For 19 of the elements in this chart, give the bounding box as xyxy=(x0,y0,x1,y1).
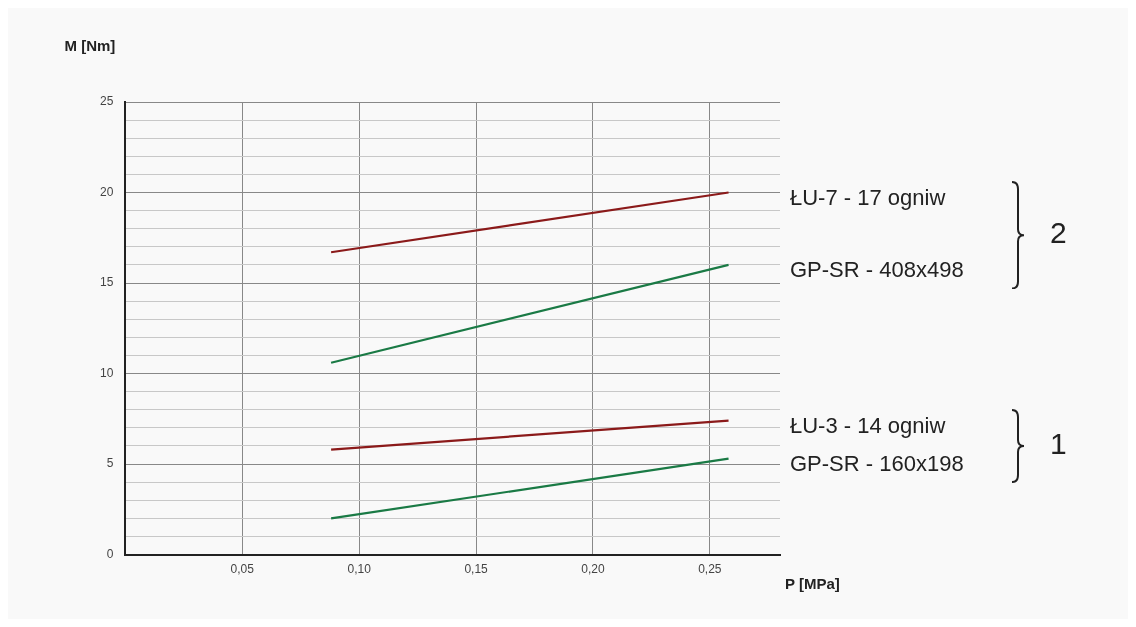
x-tick-label: 0,25 xyxy=(698,562,722,577)
y-axis-title: M [Nm] xyxy=(64,37,116,55)
y-tick-label: 20 xyxy=(99,184,114,199)
text: 2 xyxy=(1050,215,1067,249)
y-tick-label: 5 xyxy=(106,456,114,471)
text: GP-SR - 408x498 xyxy=(790,257,964,282)
text: ŁU-7 - 17 ogniw xyxy=(790,184,946,210)
y-tick-label: 0 xyxy=(106,546,114,561)
y-tick-label: 15 xyxy=(99,275,114,290)
x-tick-label: 0,20 xyxy=(581,562,605,577)
text: ŁU-3 - 14 ogniw xyxy=(790,412,946,438)
y-tick-label: 25 xyxy=(99,94,114,109)
text: 1 xyxy=(1050,426,1067,460)
y-tick-label: 10 xyxy=(99,365,114,380)
text: GP-SR - 160x198 xyxy=(790,450,964,476)
x-tick-label: 0,15 xyxy=(464,562,489,577)
x-axis-title: P [MPa] xyxy=(785,574,840,592)
x-tick-label: 0,10 xyxy=(347,562,372,577)
x-tick-label: 0,05 xyxy=(230,562,255,577)
